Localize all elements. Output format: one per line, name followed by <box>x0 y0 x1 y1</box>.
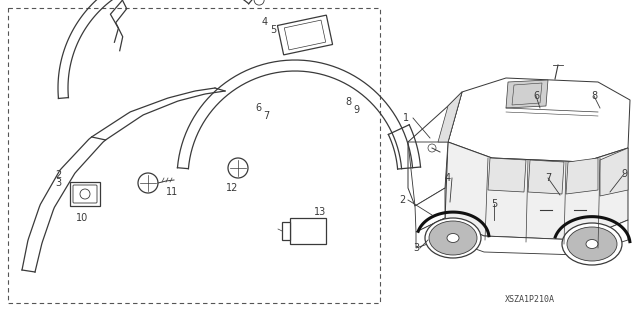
Text: 5: 5 <box>270 25 276 35</box>
Text: 2: 2 <box>55 170 61 180</box>
Text: 7: 7 <box>545 173 551 183</box>
Text: 2: 2 <box>399 195 405 205</box>
Polygon shape <box>416 218 628 255</box>
Polygon shape <box>566 158 598 194</box>
Text: 9: 9 <box>353 105 359 115</box>
Text: 6: 6 <box>533 91 539 101</box>
Ellipse shape <box>425 218 481 258</box>
Ellipse shape <box>586 240 598 249</box>
Ellipse shape <box>447 234 459 242</box>
Bar <box>8 8 380 303</box>
Ellipse shape <box>562 223 622 265</box>
Circle shape <box>428 144 436 152</box>
Polygon shape <box>528 160 564 194</box>
Text: 5: 5 <box>491 199 497 209</box>
Polygon shape <box>448 78 630 162</box>
Text: 7: 7 <box>263 111 269 121</box>
Polygon shape <box>408 92 462 206</box>
Text: 3: 3 <box>55 178 61 188</box>
Polygon shape <box>408 142 448 206</box>
Text: 3: 3 <box>413 243 419 253</box>
Bar <box>290 218 326 244</box>
Polygon shape <box>282 222 290 240</box>
Circle shape <box>254 0 264 5</box>
Polygon shape <box>600 148 628 196</box>
Text: 4: 4 <box>262 17 268 27</box>
Polygon shape <box>415 188 445 232</box>
Polygon shape <box>445 142 628 240</box>
Circle shape <box>138 173 158 193</box>
Circle shape <box>228 158 248 178</box>
Bar <box>70 182 100 206</box>
Text: XSZA1P210A: XSZA1P210A <box>505 295 555 305</box>
Text: 6: 6 <box>255 103 261 113</box>
Text: 9: 9 <box>621 169 627 179</box>
Circle shape <box>80 189 90 199</box>
Text: 1: 1 <box>403 113 409 123</box>
Polygon shape <box>438 92 462 142</box>
Text: 10: 10 <box>76 213 88 223</box>
Ellipse shape <box>567 227 617 261</box>
Text: 12: 12 <box>226 183 238 193</box>
Circle shape <box>410 161 420 171</box>
Text: 8: 8 <box>345 97 351 107</box>
Text: 4: 4 <box>445 173 451 183</box>
Polygon shape <box>488 158 526 192</box>
Text: 13: 13 <box>314 207 326 217</box>
Text: 8: 8 <box>591 91 597 101</box>
Polygon shape <box>506 80 548 108</box>
Ellipse shape <box>429 221 477 255</box>
Text: 11: 11 <box>166 187 178 197</box>
Polygon shape <box>277 15 333 55</box>
FancyBboxPatch shape <box>73 185 97 203</box>
